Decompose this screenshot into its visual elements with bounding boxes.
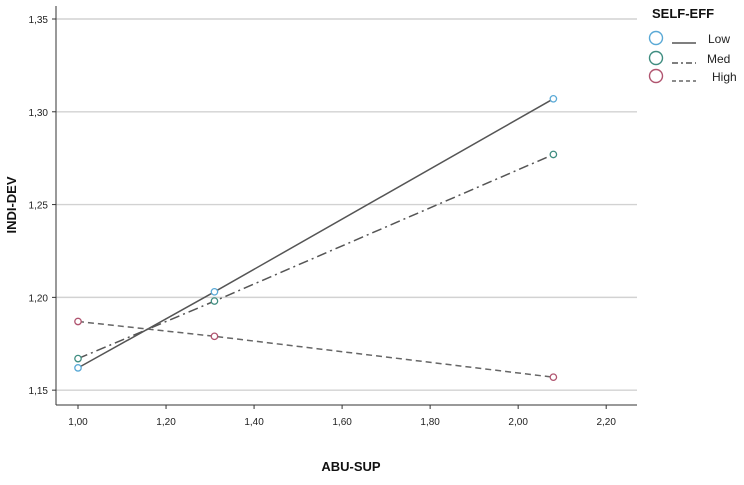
legend-label-high: High: [712, 70, 737, 84]
legend-marker-low: [648, 30, 664, 46]
x-tick-label: 1,00: [68, 417, 88, 428]
y-tick-label: 1,30: [29, 108, 49, 119]
legend-marker-high: [648, 68, 664, 84]
x-tick-label: 1,20: [156, 417, 176, 428]
x-tick-label: 2,20: [596, 417, 616, 428]
series-points: [74, 94, 558, 382]
legend-title: SELF-EFF: [652, 6, 714, 21]
y-axis-title: INDI-DEV: [4, 176, 19, 233]
legend-items: Low Med High: [648, 30, 737, 84]
y-tick-label: 1,25: [29, 201, 49, 212]
data-point-high: [549, 373, 558, 382]
y-tick-label: 1,35: [29, 15, 49, 26]
gridlines: [56, 18, 637, 391]
series-line-high: [77, 320, 554, 378]
x-tick-label: 2,00: [508, 417, 528, 428]
data-point-med: [210, 297, 219, 305]
y-tick-label: 1,15: [29, 386, 49, 397]
y-tick-labels: 1,15 1,20 1,25 1,30 1,35: [29, 15, 56, 397]
y-tick-label: 1,20: [29, 293, 49, 304]
data-point-high: [74, 317, 82, 326]
data-point-low: [549, 94, 558, 103]
x-tick-label: 1,40: [244, 417, 264, 428]
data-point-low: [210, 287, 219, 296]
x-axis-title: ABU-SUP: [321, 459, 381, 474]
legend-label-med: Med: [707, 52, 730, 66]
data-point-low: [74, 364, 82, 372]
data-point-med: [549, 150, 558, 159]
legend-label-low: Low: [708, 32, 730, 46]
axes: [55, 6, 637, 406]
x-tick-label: 1,80: [420, 417, 440, 428]
x-tick-label: 1,60: [332, 417, 352, 428]
legend: SELF-EFF Low Med High: [648, 6, 737, 84]
x-tick-labels: 1,00 1,20 1,40 1,60 1,80 2,00 2,20: [68, 405, 616, 428]
data-point-med: [74, 354, 82, 363]
data-point-high: [210, 332, 219, 341]
legend-marker-med: [648, 50, 664, 66]
